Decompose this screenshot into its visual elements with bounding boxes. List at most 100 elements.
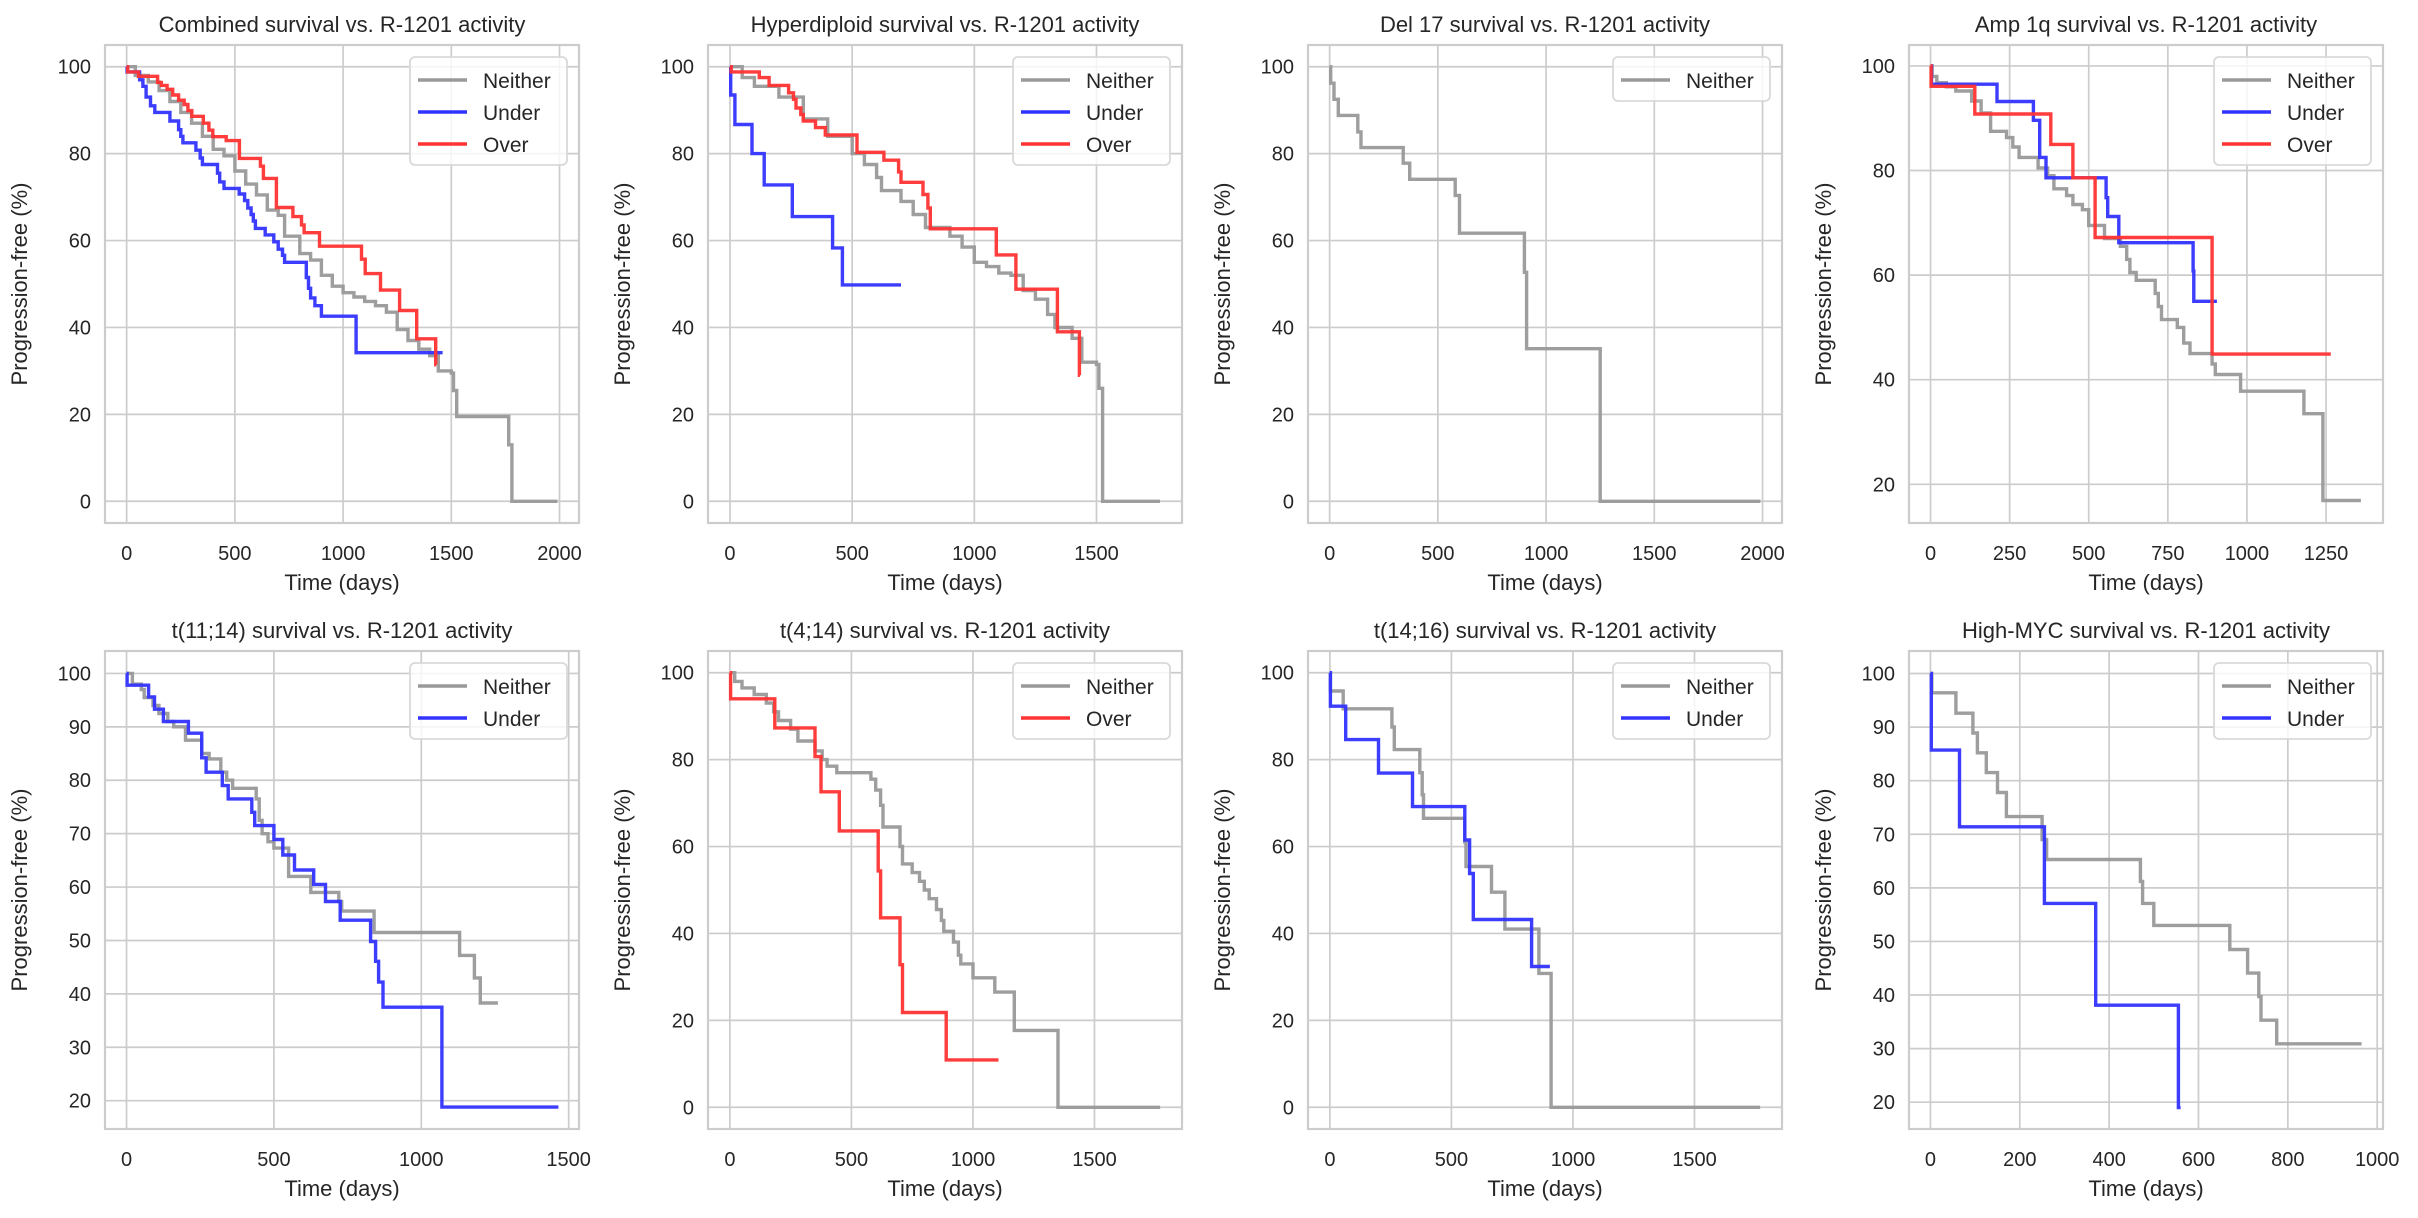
legend-label-neither: Neither	[1686, 70, 1754, 93]
y-tick-label: 100	[1862, 664, 1895, 686]
y-tick-label: 40	[1272, 923, 1294, 945]
x-tick-label: 1500	[1632, 543, 1677, 565]
panel-t-14-16: 0 500 1000 1500 0 20 40 60 80 100 Time (days) Progr…	[1210, 618, 1784, 1201]
y-tick-label: 100	[661, 663, 694, 685]
x-tick-label: 500	[218, 543, 251, 565]
y-tick-label: 60	[672, 231, 694, 253]
x-tick-label: 1000	[321, 543, 366, 565]
y-tick-label: 0	[1283, 1097, 1294, 1119]
y-tick-label: 30	[1873, 1039, 1895, 1061]
y-tick-label: 0	[683, 1097, 694, 1119]
y-tick-label: 60	[69, 877, 91, 899]
x-tick-label: 750	[2151, 543, 2184, 565]
axes-frame	[706, 649, 1184, 1131]
y-tick-label: 50	[1873, 931, 1895, 953]
series-line-neither	[1930, 671, 2362, 1046]
series-line-under	[125, 65, 443, 355]
axes-frame	[1306, 649, 1784, 1131]
axes-frame	[706, 43, 1184, 525]
y-tick-label: 70	[69, 824, 91, 846]
y-tick-label: 40	[672, 317, 694, 339]
x-tick-label: 500	[2072, 543, 2105, 565]
y-tick-label: 0	[1283, 491, 1294, 513]
chart-title: t(11;14) survival vs. R-1201 activity	[172, 618, 513, 643]
x-axis-label: Time (days)	[887, 1176, 1002, 1201]
y-tick-label: 80	[69, 770, 91, 792]
legend: Neither Under	[409, 662, 568, 740]
y-tick-label: 20	[672, 404, 694, 426]
y-tick-label: 40	[69, 984, 91, 1006]
axes-frame	[103, 43, 581, 525]
axes-frame	[1907, 43, 2385, 525]
y-tick-label: 100	[1261, 57, 1294, 79]
x-axis-label: Time (days)	[284, 1176, 399, 1201]
legend-label-neither: Neither	[2287, 70, 2355, 93]
y-tick-label: 60	[1873, 265, 1895, 287]
gridlines	[105, 651, 579, 1129]
y-tick-label: 0	[80, 491, 91, 513]
y-tick-label: 30	[69, 1037, 91, 1059]
y-axis-label: Progression-free (%)	[7, 183, 32, 386]
x-tick-label: 1000	[2355, 1149, 2400, 1171]
series-line-over	[1929, 64, 2331, 356]
y-tick-label: 20	[1873, 474, 1895, 496]
x-axis-label: Time (days)	[2088, 570, 2203, 595]
series-group	[125, 65, 558, 503]
y-tick-label: 40	[1272, 317, 1294, 339]
x-tick-label: 200	[2003, 1149, 2036, 1171]
series-line-over	[126, 65, 438, 367]
legend-label-under: Under	[2287, 708, 2344, 731]
panel-del-17: 0 500 1000 1500 2000 0 20 40 60 80 100 Time (days) P…	[1210, 12, 1785, 595]
y-axis-label: Progression-free (%)	[1811, 183, 1836, 386]
chart-title: Hyperdiploid survival vs. R-1201 activit…	[751, 12, 1140, 37]
x-tick-label: 0	[1324, 543, 1335, 565]
series-group	[1328, 671, 1761, 1109]
chart-title: High-MYC survival vs. R-1201 activity	[1962, 618, 2330, 643]
y-tick-label: 50	[69, 930, 91, 952]
y-tick-label: 60	[1873, 878, 1895, 900]
y-tick-label: 70	[1873, 824, 1895, 846]
legend-label-under: Under	[483, 708, 540, 731]
x-tick-label: 0	[121, 1149, 132, 1171]
x-axis-label: Time (days)	[1487, 1176, 1602, 1201]
legend-label-neither: Neither	[2287, 676, 2355, 699]
series-group	[729, 65, 1160, 503]
x-tick-label: 0	[724, 1149, 735, 1171]
x-tick-label: 1000	[2225, 543, 2270, 565]
y-tick-label: 100	[661, 57, 694, 79]
axes-frame	[1306, 43, 1784, 525]
y-tick-label: 20	[69, 404, 91, 426]
y-tick-label: 90	[69, 717, 91, 739]
legend-label-over: Over	[2287, 134, 2333, 157]
axes-frame	[1907, 649, 2385, 1131]
x-tick-label: 400	[2092, 1149, 2125, 1171]
x-tick-label: 1500	[546, 1149, 591, 1171]
legend: Neither	[1612, 56, 1771, 102]
legend-label-under: Under	[1686, 708, 1743, 731]
series-group	[1929, 64, 2361, 503]
legend-label-neither: Neither	[1086, 676, 1154, 699]
series-group	[1329, 65, 1761, 503]
gridlines	[1909, 45, 2383, 523]
panel-combined: 0 500 1000 1500 2000 0 20 40 60 80 100 Time (days) P…	[7, 12, 582, 595]
chart-title: Combined survival vs. R-1201 activity	[159, 12, 526, 37]
panel-t-11-14: 0 500 1000 1500 20 30 40 50 60 70 80 90 100 Time (day…	[7, 618, 591, 1201]
y-tick-label: 20	[672, 1010, 694, 1032]
x-tick-label: 2000	[1740, 543, 1785, 565]
legend-label-over: Over	[483, 134, 529, 157]
panel-amp-1q: 0 250 500 750 1000 1250 20 40 60 80 100 Time (days)…	[1811, 12, 2385, 595]
y-tick-label: 20	[1873, 1092, 1895, 1114]
y-axis-label: Progression-free (%)	[1210, 183, 1235, 386]
legend: Neither Over	[1012, 662, 1171, 740]
y-tick-label: 80	[1873, 771, 1895, 793]
y-tick-label: 80	[1272, 144, 1294, 166]
legend-label-under: Under	[483, 102, 540, 125]
legend-label-neither: Neither	[483, 676, 551, 699]
x-tick-label: 0	[1925, 1149, 1936, 1171]
y-tick-label: 0	[683, 491, 694, 513]
y-axis-label: Progression-free (%)	[7, 789, 32, 992]
x-tick-label: 600	[2182, 1149, 2215, 1171]
legend-label-neither: Neither	[483, 70, 551, 93]
